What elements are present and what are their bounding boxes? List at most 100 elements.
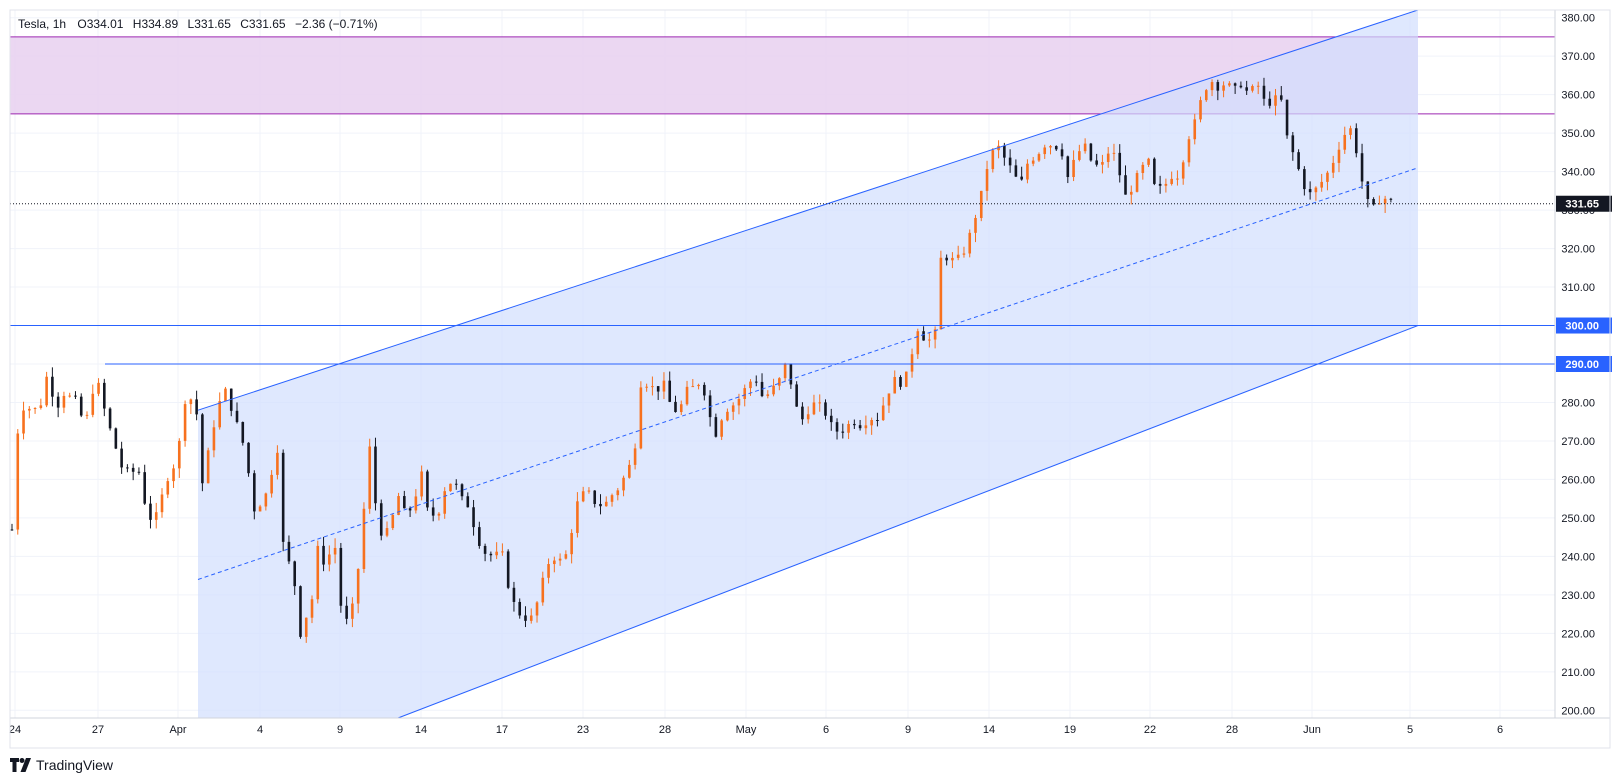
candle-body [922,331,925,341]
candle-body [1199,100,1202,120]
candle-body [108,408,112,429]
candle-body [616,490,620,496]
candle-body [731,405,735,412]
candle-body [1372,199,1375,205]
candle-body [783,363,787,379]
candle-body [379,503,383,536]
interval-label: 1h [53,17,66,31]
candle-body [178,440,181,469]
candle-body [847,423,850,433]
candle-body [1256,85,1260,87]
candle-body [581,491,585,502]
candle-body [806,414,810,420]
candle-body [1072,159,1075,178]
y-tick-label: 250.00 [1561,513,1595,525]
x-tick-label: 24 [9,724,21,736]
y-tick-label: 210.00 [1561,667,1595,679]
candle-body [1003,145,1006,158]
candle-body [1320,181,1323,188]
candle-body [1054,146,1058,150]
candle-body [939,257,943,330]
candle-body [316,545,320,600]
candle-body [149,503,152,520]
change-value: −2.36 (−0.71%) [295,17,378,31]
candle-body [397,496,400,515]
candle-body [564,554,568,559]
candle-body [887,393,891,406]
candle-body [1187,139,1191,163]
candle-body [639,387,643,449]
x-tick-label: 22 [1144,724,1156,736]
tradingview-logo-text: TradingView [36,757,114,773]
candle-body [276,452,279,475]
candle-body [674,401,677,413]
candle-body [1337,149,1341,163]
candle-body [247,442,250,474]
candle-body [201,414,204,484]
candle-body [928,339,931,341]
candle-body [893,376,897,394]
candle-body [1049,146,1052,148]
candle-body [1233,83,1237,86]
candle-body [1389,198,1393,200]
candle-body [1303,169,1306,190]
candle-body [679,404,683,413]
candle-body [1279,95,1283,100]
candle-body [224,388,227,402]
candle-body [622,477,625,491]
candle-body [1176,178,1179,180]
candle-body [189,399,193,405]
candle-body [910,354,914,372]
candle-body [558,558,562,561]
candle-body [264,493,268,507]
candle-body [1141,164,1145,174]
candle-body [876,420,879,422]
candle-body [737,398,741,406]
candle-body [172,468,175,482]
chart-frame [9,9,1611,749]
candle-body [22,410,25,434]
candle-body [368,446,372,509]
candle-body [1285,99,1289,136]
candle-body [1326,172,1329,182]
candle-body [841,431,845,433]
candle-body [466,496,470,508]
candle-body [1129,191,1133,195]
candle-body [28,408,31,411]
candle-body [1008,157,1012,166]
candle-body [1026,163,1029,180]
x-tick-label: 23 [577,724,589,736]
candle-body [241,422,245,443]
candle-body [524,615,527,621]
candle-body [795,384,798,407]
candle-body [454,483,458,485]
candle-body [529,615,533,621]
candle-body [691,386,695,388]
level-tag-290.00 [1556,356,1612,372]
candle-body [443,491,447,514]
candle-body [835,422,839,432]
candle-body [103,382,106,409]
candle-body [899,376,902,387]
candle-body [293,561,297,587]
candle-body [829,415,833,423]
y-tick-label: 280.00 [1561,397,1595,409]
candle-body [858,425,862,429]
tradingview-logo[interactable]: TradingView [10,757,113,773]
candle-body [460,484,464,497]
candle-body [489,553,493,556]
level-tag-text: 300.00 [1565,321,1599,333]
candle-body [1043,147,1047,155]
candle-body [599,503,602,507]
candle-body [881,405,885,421]
x-tick-label: 4 [257,724,263,736]
candle-body [478,527,481,546]
candle-body [97,382,100,394]
candle-body [333,547,337,555]
high-value: 334.89 [141,17,178,31]
candle-body [166,481,170,495]
candle-body [1101,162,1104,165]
candle-body [1083,143,1087,152]
